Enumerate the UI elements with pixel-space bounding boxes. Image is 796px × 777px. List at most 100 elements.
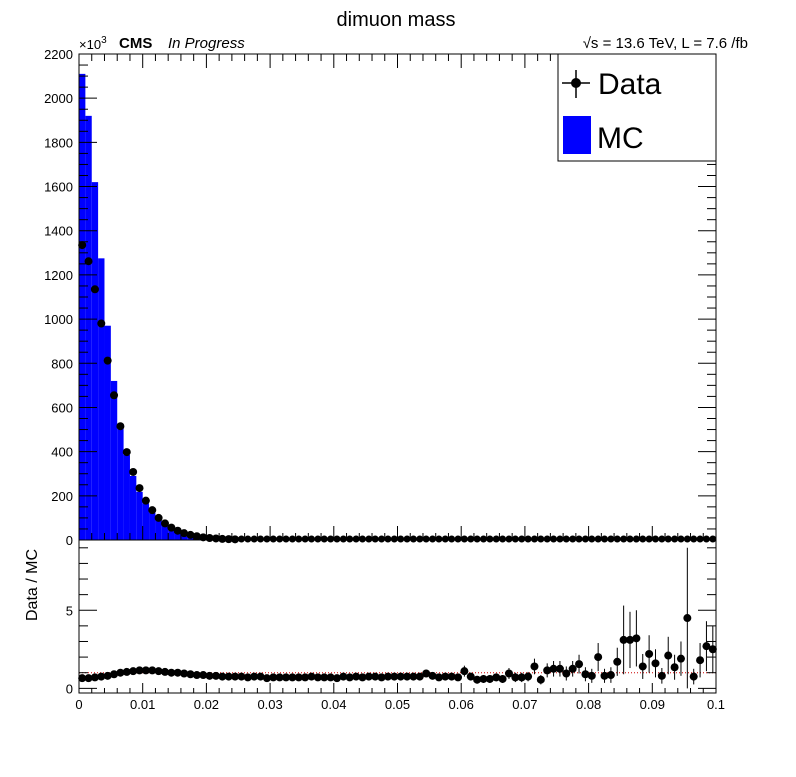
data-point xyxy=(530,535,538,543)
ratio-point xyxy=(129,667,138,676)
ratio-point xyxy=(301,673,310,682)
mc-bar xyxy=(168,529,175,540)
ratio-point xyxy=(371,672,380,681)
ratio-point xyxy=(148,666,157,675)
data-point xyxy=(224,535,233,544)
y-tick-label: 0 xyxy=(66,533,73,548)
ratio-point xyxy=(154,667,163,676)
data-point xyxy=(90,285,99,294)
ratio-point xyxy=(116,668,125,677)
x-tick-label: 0 xyxy=(75,697,82,712)
data-point xyxy=(250,535,258,543)
ratio-point xyxy=(307,672,316,681)
data-point xyxy=(594,535,602,543)
data-points xyxy=(78,241,717,544)
ratio-point xyxy=(587,671,596,680)
ratio-point xyxy=(441,672,450,681)
data-point xyxy=(308,535,316,543)
data-point xyxy=(173,526,182,535)
ratio-point xyxy=(288,673,297,682)
data-point xyxy=(378,535,386,543)
ratio-point xyxy=(485,674,494,683)
data-point xyxy=(282,535,290,543)
data-point xyxy=(135,484,144,493)
y-tick-label: 1600 xyxy=(44,180,73,195)
ratio-point xyxy=(657,671,666,680)
data-point xyxy=(664,535,672,543)
y-tick-label: 1200 xyxy=(44,268,73,283)
ratio-point xyxy=(638,662,647,671)
ratio-point xyxy=(492,673,501,682)
ratio-point xyxy=(141,666,150,675)
ratio-point xyxy=(466,672,475,681)
ratio-point xyxy=(224,672,233,681)
ratio-point xyxy=(186,670,195,679)
data-point xyxy=(320,535,328,543)
ratio-point xyxy=(326,673,335,682)
data-point xyxy=(116,422,125,431)
data-point xyxy=(314,535,322,543)
data-point xyxy=(696,535,704,543)
y-tick-label: 200 xyxy=(51,489,73,504)
data-point xyxy=(141,496,150,505)
data-point xyxy=(499,535,507,543)
data-point xyxy=(607,535,615,543)
y-multiplier-base: ×10 xyxy=(79,37,101,52)
ratio-point xyxy=(320,673,329,682)
data-point xyxy=(180,529,189,538)
x-tick-label: 0.03 xyxy=(257,697,282,712)
mc-bar xyxy=(104,325,111,540)
ratio-point xyxy=(78,674,87,683)
ratio-point xyxy=(613,657,622,666)
data-point xyxy=(422,535,430,543)
data-point xyxy=(218,534,227,543)
data-point xyxy=(441,535,449,543)
ratio-point xyxy=(473,675,482,684)
y-tick-label: 400 xyxy=(51,445,73,460)
ratio-point xyxy=(135,666,144,675)
data-point xyxy=(365,535,373,543)
data-point xyxy=(454,535,462,543)
data-point xyxy=(435,535,443,543)
ratio-point xyxy=(339,672,348,681)
mc-bar xyxy=(91,182,99,541)
data-point xyxy=(397,535,405,543)
data-point xyxy=(192,532,201,541)
mc-bar xyxy=(110,380,118,540)
data-point xyxy=(550,535,558,543)
ratio-point xyxy=(110,670,119,679)
energy-lumi-label: √s = 13.6 TeV, L = 7.6 /fb xyxy=(583,35,748,52)
data-point xyxy=(110,391,119,400)
mc-bar xyxy=(85,115,92,540)
ratio-point xyxy=(696,656,705,665)
ratio-point xyxy=(396,672,405,681)
ratio-point xyxy=(256,672,265,681)
y-tick-label: 800 xyxy=(51,356,73,371)
mc-bar xyxy=(149,512,156,540)
ratio-point xyxy=(269,673,278,682)
ratio-point xyxy=(84,674,93,683)
legend-mc-swatch xyxy=(563,116,591,154)
x-tick-label: 0.08 xyxy=(576,697,601,712)
ratio-point xyxy=(282,673,291,682)
data-point xyxy=(473,535,481,543)
x-tick-label: 0.01 xyxy=(130,697,155,712)
mc-histogram xyxy=(79,73,213,541)
ratio-point xyxy=(218,672,227,681)
ratio-y-tick-label: 5 xyxy=(66,603,73,618)
mc-bar xyxy=(161,525,169,540)
status-label: In Progress xyxy=(168,35,245,52)
ratio-points xyxy=(78,547,717,689)
ratio-point xyxy=(122,667,131,676)
ratio-point xyxy=(645,649,654,658)
mc-bar xyxy=(123,454,130,540)
data-point xyxy=(186,530,195,539)
data-point xyxy=(479,535,487,543)
data-point xyxy=(569,535,577,543)
legend: Data MC xyxy=(557,53,717,162)
ratio-point xyxy=(626,635,635,644)
data-point xyxy=(237,535,245,543)
x-tick-label: 0.05 xyxy=(385,697,410,712)
data-point xyxy=(518,535,526,543)
